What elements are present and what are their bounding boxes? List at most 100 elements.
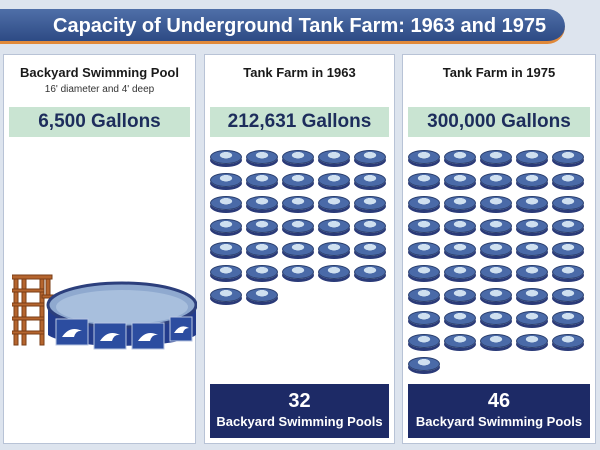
swimming-pool-icon	[444, 196, 476, 210]
swimming-pool-icon	[552, 242, 584, 256]
swimming-pool-icon	[444, 265, 476, 279]
gallons-label: 212,631 Gallons	[210, 107, 389, 137]
swimming-pool-icon	[516, 173, 548, 187]
swimming-pool-icon	[12, 274, 197, 350]
title-bar: Capacity of Underground Tank Farm: 1963 …	[0, 9, 565, 44]
pool-grid	[210, 150, 390, 302]
swimming-pool-icon	[408, 311, 440, 325]
swimming-pool-icon	[444, 334, 476, 348]
swimming-pool-icon	[318, 196, 350, 210]
swimming-pool-icon	[408, 219, 440, 233]
swimming-pool-icon	[282, 173, 314, 187]
swimming-pool-icon	[246, 242, 278, 256]
swimming-pool-icon	[210, 196, 242, 210]
swimming-pool-icon	[480, 242, 512, 256]
pool-count: 32	[288, 390, 311, 412]
swimming-pool-icon	[480, 219, 512, 233]
swimming-pool-icon	[408, 173, 440, 187]
swimming-pool-icon	[552, 196, 584, 210]
swimming-pool-icon	[318, 150, 350, 164]
swimming-pool-icon	[408, 242, 440, 256]
count-box: 32 Backyard Swimming Pools	[210, 384, 389, 438]
swimming-pool-icon	[408, 150, 440, 164]
swimming-pool-icon	[210, 288, 242, 302]
swimming-pool-icon	[408, 334, 440, 348]
pool-count-label: Backyard Swimming Pools	[216, 414, 383, 429]
gallons-label: 300,000 Gallons	[408, 107, 590, 137]
swimming-pool-icon	[210, 242, 242, 256]
swimming-pool-icon	[282, 265, 314, 279]
panel-title: Tank Farm in 1975	[442, 65, 556, 80]
swimming-pool-icon	[246, 288, 278, 302]
pool-count-label: Backyard Swimming Pools	[415, 414, 583, 429]
swimming-pool-icon	[282, 150, 314, 164]
swimming-pool-icon	[246, 265, 278, 279]
swimming-pool-icon	[552, 288, 584, 302]
swimming-pool-icon	[282, 242, 314, 256]
swimming-pool-icon	[210, 150, 242, 164]
swimming-pool-icon	[480, 150, 512, 164]
swimming-pool-icon	[246, 196, 278, 210]
swimming-pool-icon	[444, 242, 476, 256]
swimming-pool-icon	[210, 173, 242, 187]
swimming-pool-icon	[480, 334, 512, 348]
swimming-pool-icon	[480, 265, 512, 279]
panel-subtitle: 16' diameter and 4' deep	[44, 84, 155, 95]
swimming-pool-icon	[354, 242, 386, 256]
swimming-pool-icon	[354, 173, 386, 187]
panel-title: Tank Farm in 1963	[243, 65, 356, 80]
panel-title: Backyard Swimming Pool	[20, 65, 179, 80]
swimming-pool-icon	[444, 150, 476, 164]
swimming-pool-icon	[516, 334, 548, 348]
swimming-pool-icon	[480, 311, 512, 325]
swimming-pool-icon	[444, 288, 476, 302]
swimming-pool-icon	[246, 219, 278, 233]
swimming-pool-icon	[354, 150, 386, 164]
swimming-pool-icon	[282, 219, 314, 233]
swimming-pool-icon	[480, 173, 512, 187]
swimming-pool-icon	[552, 219, 584, 233]
page-title: Capacity of Underground Tank Farm: 1963 …	[53, 15, 547, 37]
swimming-pool-icon	[444, 173, 476, 187]
swimming-pool-icon	[408, 265, 440, 279]
swimming-pool-icon	[552, 311, 584, 325]
swimming-pool-icon	[318, 219, 350, 233]
swimming-pool-icon	[246, 150, 278, 164]
swimming-pool-icon	[516, 242, 548, 256]
dolphin-icon	[62, 326, 189, 341]
swimming-pool-icon	[354, 196, 386, 210]
swimming-pool-icon	[408, 357, 440, 371]
swimming-pool-icon	[552, 334, 584, 348]
swimming-pool-icon	[318, 265, 350, 279]
swimming-pool-icon	[516, 150, 548, 164]
swimming-pool-icon	[318, 242, 350, 256]
swimming-pool-icon	[246, 173, 278, 187]
swimming-pool-icon	[444, 219, 476, 233]
swimming-pool-icon	[210, 265, 242, 279]
swimming-pool-icon	[354, 265, 386, 279]
panel-backyard-pool: Backyard Swimming Pool 16' diameter and …	[3, 54, 197, 444]
swimming-pool-icon	[552, 173, 584, 187]
pool-count: 46	[487, 390, 511, 412]
panel-tank-farm-1975: Tank Farm in 1975 300,000 Gallons 46 Bac…	[402, 54, 596, 444]
swimming-pool-icon	[282, 196, 314, 210]
swimming-pool-icon	[480, 196, 512, 210]
swimming-pool-icon	[516, 288, 548, 302]
count-box: 46 Backyard Swimming Pools	[408, 384, 590, 438]
gallons-label: 6,500 Gallons	[9, 107, 190, 137]
swimming-pool-icon	[444, 311, 476, 325]
swimming-pool-icon	[516, 219, 548, 233]
swimming-pool-icon	[408, 196, 440, 210]
pool-grid	[408, 150, 588, 371]
swimming-pool-icon	[552, 150, 584, 164]
ladder-icon	[12, 274, 55, 346]
swimming-pool-icon	[516, 196, 548, 210]
swimming-pool-icon	[408, 288, 440, 302]
swimming-pool-icon	[552, 265, 584, 279]
swimming-pool-icon	[210, 219, 242, 233]
swimming-pool-icon	[354, 219, 386, 233]
swimming-pool-icon	[480, 288, 512, 302]
swimming-pool-icon	[516, 311, 548, 325]
swimming-pool-icon	[516, 265, 548, 279]
panel-tank-farm-1963: Tank Farm in 1963 212,631 Gallons 32 Bac…	[204, 54, 395, 444]
